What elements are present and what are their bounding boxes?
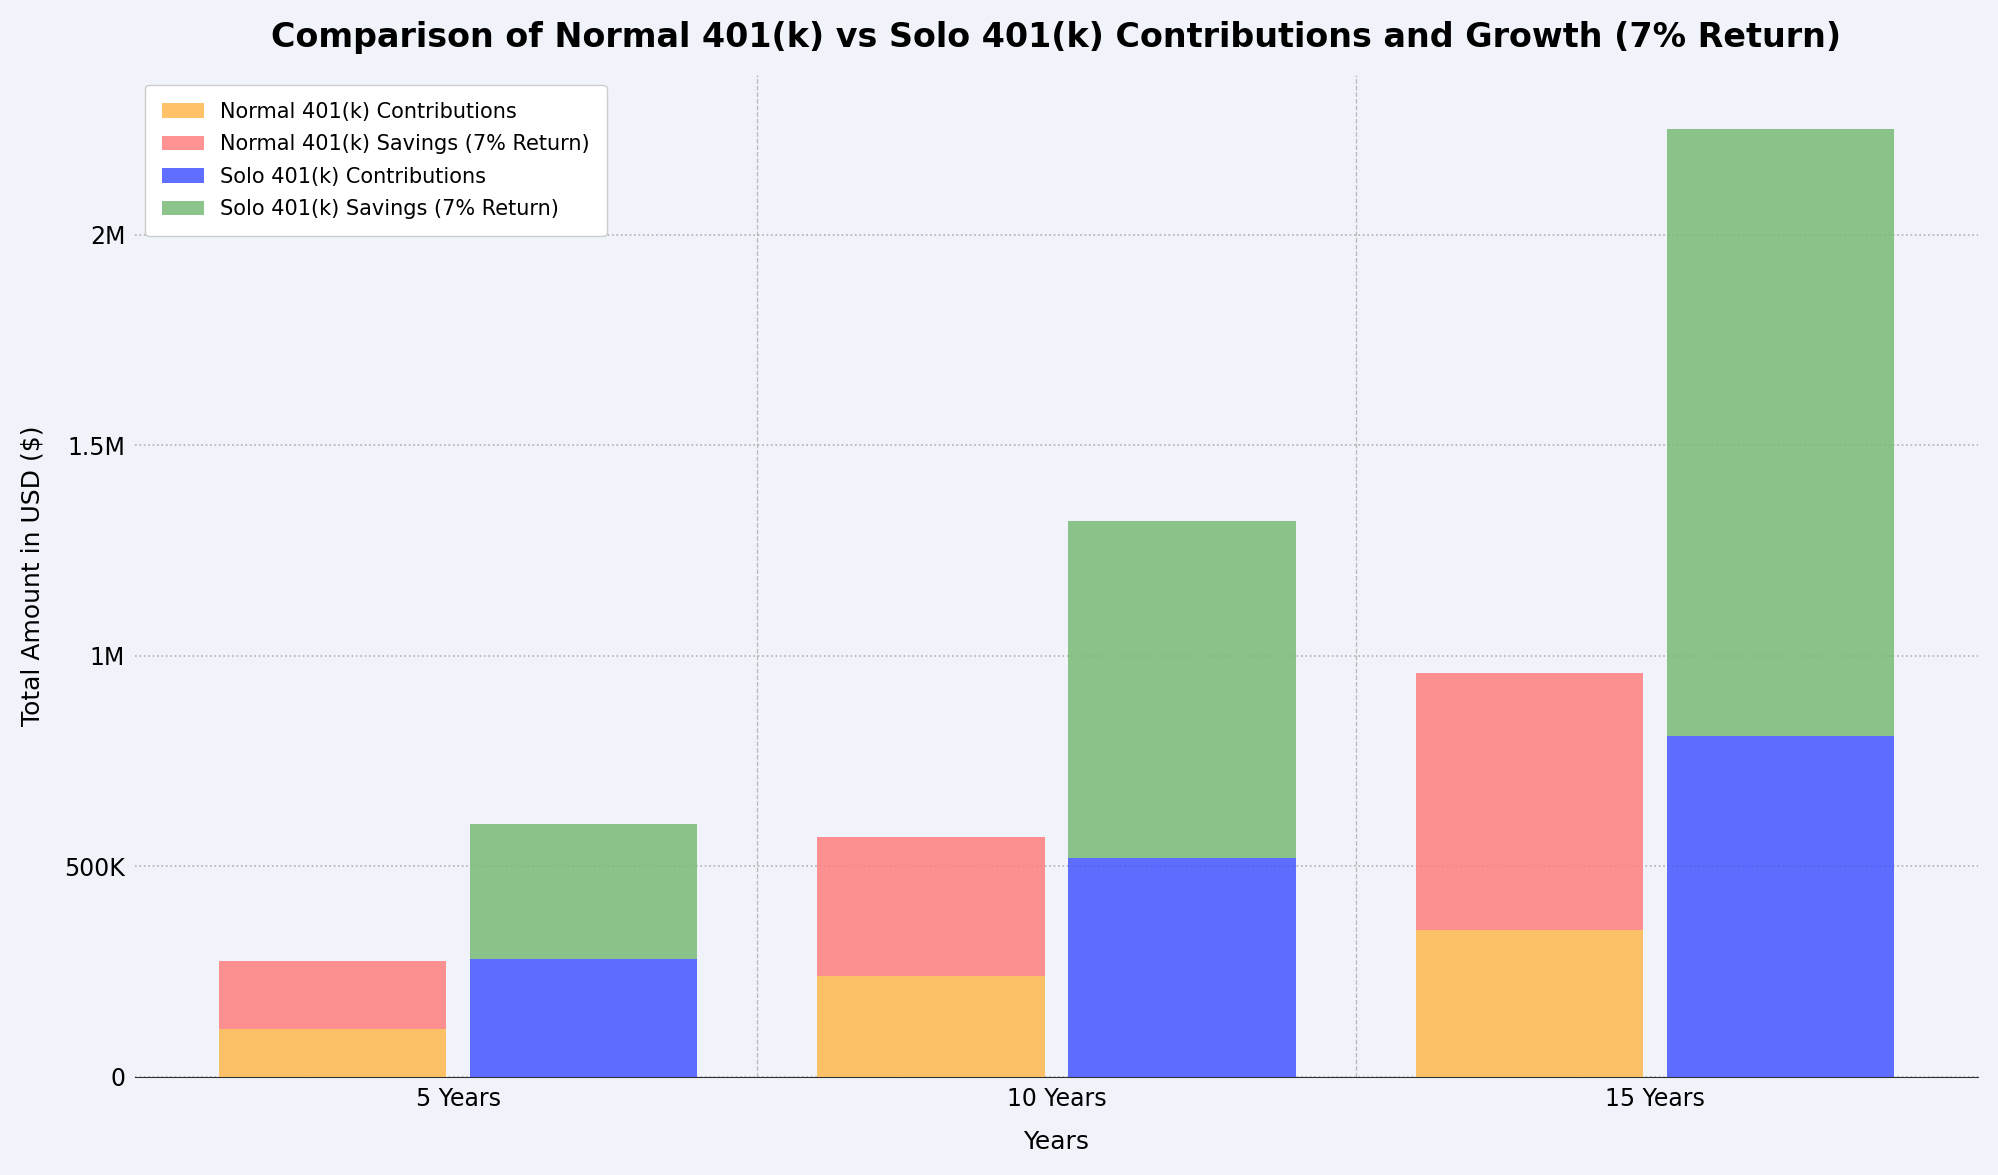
Legend: Normal 401(k) Contributions, Normal 401(k) Savings (7% Return), Solo 401(k) Cont: Normal 401(k) Contributions, Normal 401(…	[146, 85, 605, 236]
Bar	[1069, 858, 1295, 1077]
Bar	[1666, 129, 1894, 736]
Bar	[218, 1028, 446, 1077]
Y-axis label: Total Amount in USD ($): Total Amount in USD ($)	[20, 425, 44, 726]
X-axis label: Years: Years	[1023, 1130, 1089, 1154]
Bar	[218, 961, 446, 1028]
Bar	[1666, 736, 1894, 1077]
Bar	[1415, 929, 1642, 1077]
Title: Comparison of Normal 401(k) vs Solo 401(k) Contributions and Growth (7% Return): Comparison of Normal 401(k) vs Solo 401(…	[272, 21, 1840, 54]
Bar	[1069, 521, 1295, 858]
Bar	[1415, 672, 1642, 929]
Bar	[470, 825, 697, 959]
Bar	[817, 976, 1045, 1077]
Bar	[470, 959, 697, 1077]
Bar	[817, 837, 1045, 976]
